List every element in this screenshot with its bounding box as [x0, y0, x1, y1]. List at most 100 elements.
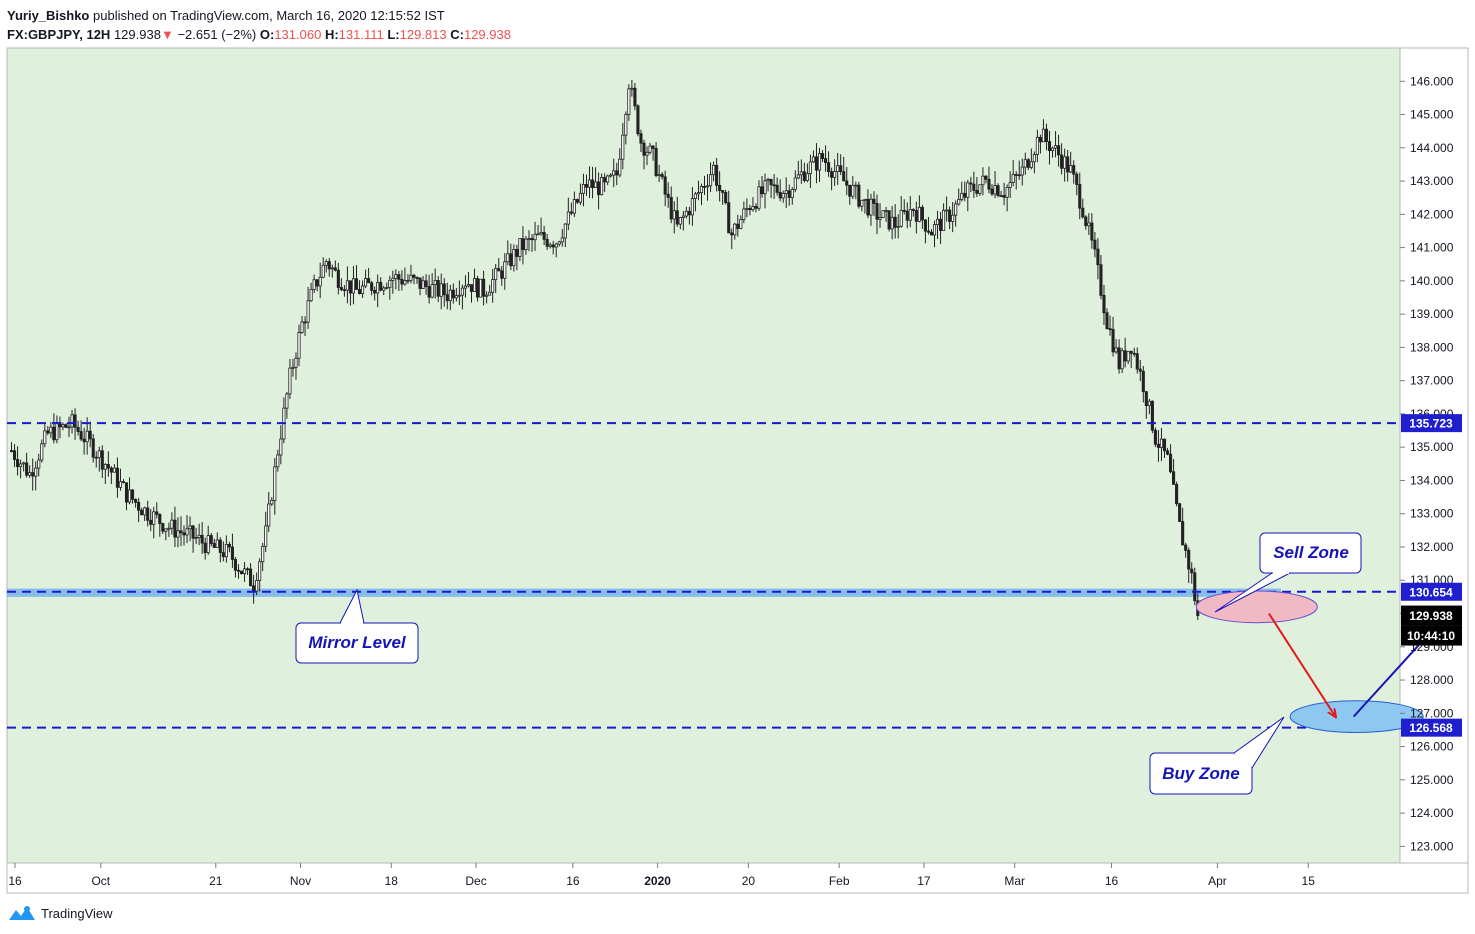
candle-body [121, 481, 126, 484]
candle-body [376, 282, 380, 294]
candle-body [127, 489, 132, 503]
mirror-level-callout[interactable]: Mirror Level [295, 588, 419, 664]
candle-body [1050, 147, 1055, 152]
candle [188, 516, 192, 542]
candle-body [724, 192, 728, 204]
candle [1162, 438, 1167, 458]
x-tick-label: 15 [1302, 874, 1316, 888]
candle [264, 511, 268, 553]
candle-body [324, 261, 328, 266]
candle [109, 466, 113, 485]
candle-body [824, 158, 828, 163]
candle [209, 533, 213, 547]
sell-zone-ellipse[interactable] [1195, 590, 1318, 624]
candle-body [315, 279, 319, 287]
candle-body [285, 393, 289, 409]
candle [469, 284, 474, 303]
candle [845, 166, 849, 196]
candle-body [261, 545, 265, 563]
candle-body [506, 253, 510, 263]
candle-body [85, 430, 89, 443]
candle [636, 104, 640, 137]
buy-zone-callout[interactable]: Buy Zone [1149, 716, 1285, 795]
candle [52, 413, 56, 444]
candle-body [1123, 350, 1127, 362]
candle-body [264, 525, 268, 547]
candle-body [521, 238, 525, 251]
candle-body [255, 580, 259, 592]
candle [106, 451, 110, 477]
candle [715, 157, 719, 192]
down-arrow[interactable] [1268, 612, 1336, 717]
x-tick-label: 17 [917, 874, 931, 888]
candle [1190, 562, 1194, 584]
candle [176, 517, 180, 548]
candle [1090, 213, 1094, 249]
candle-body [730, 232, 734, 236]
footer-brand[interactable]: TradingView [7, 904, 113, 922]
candle [1057, 134, 1061, 167]
candle-body [612, 170, 616, 176]
candle-body [1035, 136, 1039, 155]
candle [757, 180, 761, 211]
candle [415, 276, 419, 284]
last-price-label: 129.938 [1409, 609, 1453, 623]
candle-body [890, 216, 894, 230]
candle [88, 421, 92, 448]
candle-body [805, 173, 809, 181]
candle [1044, 123, 1049, 151]
candle-body [648, 145, 652, 153]
candle [990, 184, 994, 197]
candle [630, 79, 634, 97]
candle [466, 271, 471, 288]
candle-body [669, 197, 673, 220]
published-text: published on TradingView.com, March 16, … [93, 8, 445, 23]
candle-body [603, 177, 607, 183]
candle [494, 264, 498, 293]
time-axis[interactable] [6, 862, 1469, 894]
candle [727, 190, 731, 234]
candle [155, 502, 159, 519]
candle-body [1072, 165, 1076, 175]
candle-body [772, 184, 776, 187]
candle [1117, 339, 1121, 374]
candle-body [808, 161, 812, 175]
candle-body [236, 569, 241, 572]
candle-body [475, 278, 480, 298]
candle-body [811, 156, 816, 163]
sell-zone-callout[interactable]: Sell Zone [1214, 532, 1362, 613]
candle [772, 173, 776, 199]
candle [19, 459, 23, 479]
candle [712, 161, 716, 182]
candle [966, 179, 970, 212]
candle-body [999, 195, 1003, 197]
candle-body [615, 170, 619, 176]
candle-body [94, 456, 98, 459]
candle-body [40, 443, 44, 461]
author-name[interactable]: Yuriy_Bishko [7, 8, 90, 23]
candle [497, 258, 501, 272]
buy-zone-ellipse[interactable] [1289, 700, 1424, 733]
candle [648, 142, 652, 155]
candle-body [539, 232, 543, 235]
candle [203, 537, 207, 560]
candle [370, 280, 374, 296]
y-tick-label: 135.000 [1410, 440, 1454, 454]
candle-body [1108, 328, 1112, 330]
candle-body [1147, 400, 1151, 407]
candle [1002, 182, 1006, 206]
candle-body [1111, 328, 1115, 353]
candle-body [336, 269, 340, 288]
close-label: C: [450, 27, 464, 42]
candle [454, 287, 458, 302]
y-tick-label: 144.000 [1410, 141, 1454, 155]
candle [1087, 213, 1091, 235]
candle-body [802, 171, 806, 181]
close-value: 129.938 [463, 27, 511, 42]
plot-area[interactable] [6, 47, 1401, 864]
candle [1108, 315, 1112, 336]
candle [830, 167, 834, 191]
candle [935, 210, 940, 240]
candle-body [61, 424, 65, 428]
